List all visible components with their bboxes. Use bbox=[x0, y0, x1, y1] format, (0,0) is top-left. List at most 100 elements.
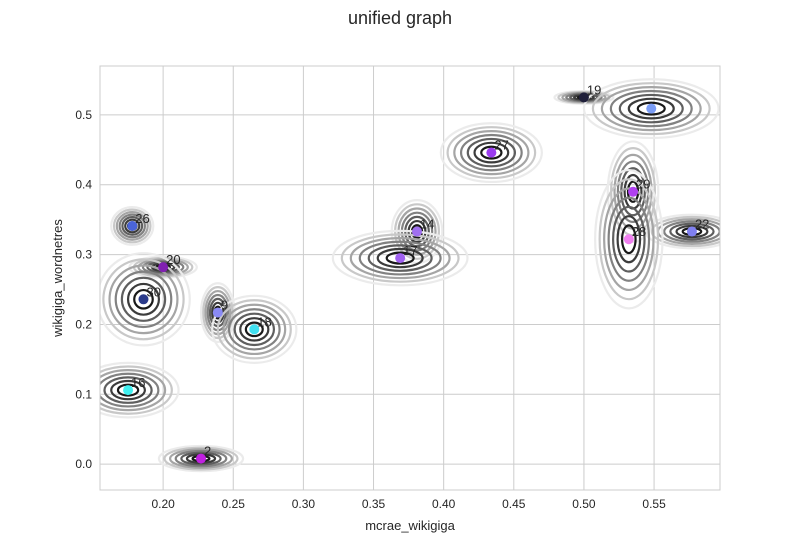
contour-group bbox=[211, 294, 298, 364]
data-point bbox=[123, 385, 134, 396]
y-tick-label: 0.3 bbox=[75, 248, 92, 262]
point-label: 27 bbox=[494, 138, 508, 153]
contour-ring bbox=[376, 247, 424, 269]
y-tick-label: 0.2 bbox=[75, 317, 92, 331]
point-label: 2 bbox=[204, 444, 211, 459]
contour-ring bbox=[133, 288, 154, 310]
contour-ring bbox=[331, 229, 469, 287]
x-tick-label: 0.25 bbox=[222, 497, 246, 511]
y-axis-label: wikigiga_wordnetres bbox=[50, 219, 65, 338]
y-tick-label: 0.5 bbox=[75, 108, 92, 122]
contour-ring bbox=[108, 264, 179, 335]
contour-ring bbox=[211, 294, 298, 364]
contour-ring bbox=[121, 216, 144, 236]
contour-ring bbox=[116, 383, 140, 397]
data-point bbox=[623, 234, 634, 245]
x-tick-label: 0.35 bbox=[362, 497, 386, 511]
contour-ring bbox=[473, 141, 510, 164]
contour-ring bbox=[114, 270, 173, 329]
contour-ring bbox=[110, 379, 146, 401]
contour-ring bbox=[385, 251, 415, 265]
contour-ring bbox=[120, 276, 167, 322]
contour-ring bbox=[620, 224, 637, 255]
contour-ring bbox=[244, 321, 264, 338]
contour-ring bbox=[233, 312, 276, 347]
contour-ring bbox=[112, 208, 152, 244]
contour-ring bbox=[603, 187, 655, 292]
point-label: 22 bbox=[695, 217, 709, 232]
x-tick-label: 0.55 bbox=[642, 497, 666, 511]
contour-ring bbox=[459, 133, 523, 172]
contour-ring bbox=[349, 237, 451, 280]
contour-ring bbox=[616, 215, 642, 264]
data-points bbox=[123, 92, 697, 464]
contour-ring bbox=[609, 89, 693, 128]
data-point bbox=[578, 92, 589, 103]
contour-ring bbox=[227, 308, 281, 351]
contour-ring bbox=[439, 122, 543, 184]
contour-group bbox=[110, 206, 155, 246]
contour-ring bbox=[126, 282, 161, 316]
y-tick-label: 0.4 bbox=[75, 178, 92, 192]
contour-ring bbox=[157, 444, 245, 473]
contour-ring bbox=[612, 205, 646, 273]
contour-group bbox=[594, 168, 664, 310]
contour-ring bbox=[340, 233, 460, 283]
contour-ring bbox=[174, 449, 228, 468]
contour-ring bbox=[124, 218, 141, 234]
x-tick-label: 0.50 bbox=[572, 497, 596, 511]
contour-group bbox=[582, 78, 720, 140]
contour-group bbox=[100, 361, 180, 419]
point-label: 14 bbox=[420, 217, 434, 232]
contour-ring bbox=[222, 303, 287, 356]
point-labels: 19 27 29 26 14 22 28 17 20 30 9 18 16 2 bbox=[131, 82, 709, 458]
contour-ring bbox=[480, 145, 503, 160]
point-label: 19 bbox=[587, 82, 601, 97]
data-point bbox=[646, 103, 657, 114]
point-label: 17 bbox=[403, 243, 417, 258]
data-point bbox=[195, 453, 206, 464]
contour-ring bbox=[466, 137, 517, 168]
data-point bbox=[486, 147, 497, 158]
contour-ring bbox=[636, 101, 666, 116]
x-tick-label: 0.20 bbox=[151, 497, 175, 511]
contour-ring bbox=[100, 361, 180, 419]
contour-group bbox=[439, 122, 543, 184]
contour-ring bbox=[644, 213, 720, 250]
point-label: 26 bbox=[135, 211, 149, 226]
contour-ring bbox=[669, 222, 715, 241]
contour-ring bbox=[606, 140, 660, 244]
contour-ring bbox=[600, 85, 702, 132]
point-label: 28 bbox=[632, 224, 646, 239]
contour-ring bbox=[199, 282, 236, 344]
data-point bbox=[395, 253, 406, 264]
y-tick-labels: 0.0 0.1 0.2 0.3 0.4 0.5 bbox=[75, 108, 92, 471]
contour-ring bbox=[102, 258, 185, 341]
contour-ring bbox=[100, 252, 191, 347]
point-label: 16 bbox=[131, 375, 145, 390]
point-label: 20 bbox=[166, 252, 180, 267]
contour-ring bbox=[103, 376, 153, 404]
point-label: 29 bbox=[636, 177, 650, 192]
contour-ring bbox=[100, 365, 173, 415]
contour-ring bbox=[141, 259, 185, 275]
contour-ring bbox=[115, 211, 149, 241]
contour-ring bbox=[675, 224, 709, 239]
data-point bbox=[686, 226, 697, 237]
data-point bbox=[127, 220, 138, 231]
x-axis-label: mcrae_wikigiga bbox=[365, 518, 455, 533]
contour-ring bbox=[100, 369, 167, 412]
data-point bbox=[212, 307, 223, 318]
contour-ring bbox=[607, 196, 651, 282]
contour-ring bbox=[627, 97, 675, 120]
contour-group bbox=[100, 252, 191, 347]
x-tick-label: 0.45 bbox=[502, 497, 526, 511]
x-tick-label: 0.40 bbox=[432, 497, 456, 511]
contour-ring bbox=[137, 258, 189, 276]
data-point bbox=[249, 324, 260, 335]
data-point bbox=[158, 262, 169, 273]
contour-ring bbox=[216, 299, 292, 360]
density-contours bbox=[100, 78, 720, 473]
x-tick-label: 0.30 bbox=[292, 497, 316, 511]
